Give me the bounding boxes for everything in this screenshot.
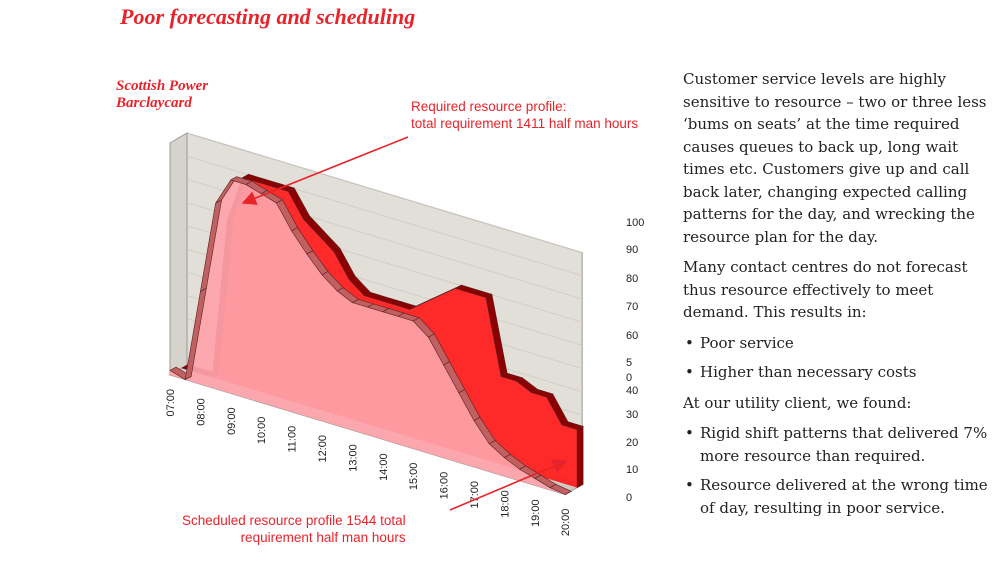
x-tick-label: 10:00 — [256, 417, 268, 445]
x-tick-label: 14:00 — [378, 453, 390, 481]
y-tick-label: 0 — [626, 372, 632, 384]
bullet-list: Poor service Higher than necessary costs — [683, 332, 988, 384]
bullet-item: Higher than necessary costs — [683, 361, 988, 384]
y-tick-label: 20 — [626, 437, 638, 449]
y-tick-label: 90 — [626, 244, 638, 256]
x-tick-label: 13:00 — [347, 444, 359, 472]
bullet-item: Rigid shift patterns that delivered 7% m… — [683, 422, 988, 467]
x-tick-label: 19:00 — [530, 499, 542, 527]
x-tick-label: 07:00 — [165, 389, 177, 417]
required-arrow — [241, 136, 409, 205]
y-tick-label: 60 — [626, 330, 638, 342]
x-tick-label: 11:00 — [287, 426, 299, 453]
annotation-line: requirement half man hours — [240, 530, 406, 545]
client-name: Barclaycard — [116, 95, 192, 111]
chart-side-wall — [169, 132, 188, 376]
annotation-line: Scheduled resource profile 1544 total — [182, 513, 406, 528]
bullet-item: Poor service — [683, 332, 988, 355]
commentary-text: Customer service levels are highly sensi… — [683, 68, 988, 527]
y-tick-label: 0 — [626, 492, 632, 504]
y-tick-label: 10 — [626, 464, 638, 476]
y-tick-label: 80 — [626, 273, 638, 285]
required-series-end-cap — [565, 491, 572, 495]
paragraph: Many contact centres do not forecast thu… — [683, 258, 968, 321]
required-profile-annotation: Required resource profile: total require… — [411, 98, 638, 132]
y-tick-label: 100 — [626, 217, 644, 229]
x-tick-label: 18:00 — [499, 490, 511, 518]
bullet-item: Resource delivered at the wrong time of … — [683, 474, 988, 519]
scheduled-profile-annotation: Scheduled resource profile 1544 total re… — [182, 512, 406, 546]
x-tick-label: 20:00 — [560, 509, 572, 537]
annotation-line: total requirement 1411 half man hours — [411, 116, 639, 131]
y-tick-label: 40 — [626, 385, 638, 397]
required-series-area — [170, 179, 566, 495]
x-tick-label: 16:00 — [439, 472, 451, 500]
bullet-list: Rigid shift patterns that delivered 7% m… — [683, 422, 988, 519]
x-tick-label: 12:00 — [317, 435, 329, 463]
y-tick-label: 70 — [626, 301, 638, 313]
y-tick-label: 5 — [626, 357, 632, 369]
client-name: Scottish Power — [116, 78, 209, 94]
x-tick-label: 08:00 — [195, 398, 207, 426]
x-tick-label: 09:00 — [226, 407, 238, 435]
paragraph: Customer service levels are highly sensi… — [683, 70, 987, 246]
gridline — [186, 132, 583, 253]
scheduled-series-end-cap — [576, 425, 584, 489]
resource-profile-chart: 100 90 80 70 60 5 0 40 30 20 10 0 07:00 08:00 09:00 10:… — [150, 110, 650, 558]
x-tick-label: 15:00 — [408, 463, 420, 491]
x-tick-label: 17:00 — [469, 481, 481, 509]
annotation-line: Required resource profile: — [411, 99, 567, 114]
paragraph: At our utility client, we found: — [683, 393, 912, 412]
client-list: Scottish Power Barclaycard — [116, 78, 208, 112]
page-title: Poor forecasting and scheduling — [120, 4, 416, 29]
y-tick-label: 30 — [626, 409, 638, 421]
scheduled-arrow — [449, 459, 568, 511]
